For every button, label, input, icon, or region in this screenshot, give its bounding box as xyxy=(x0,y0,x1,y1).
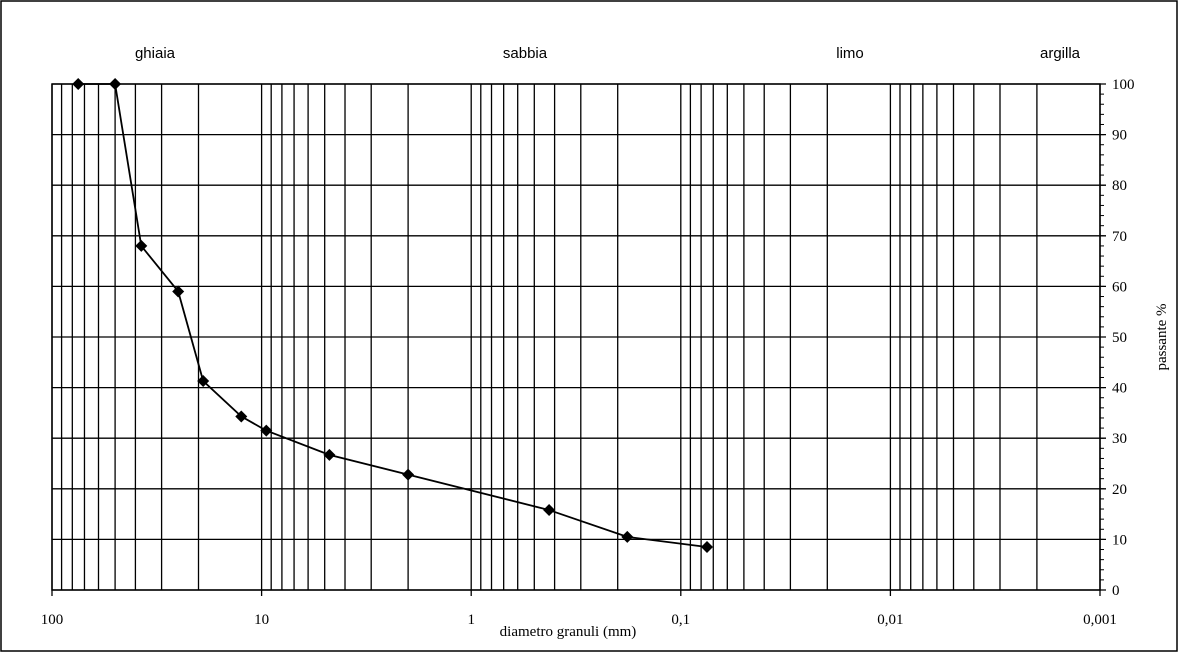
x-axis-title: diametro granuli (mm) xyxy=(500,624,637,640)
data-point xyxy=(109,78,122,90)
y-tick-label: 90 xyxy=(1112,128,1127,144)
y-axis-title: passante % xyxy=(1154,303,1170,370)
y-tick-label: 100 xyxy=(1112,77,1135,93)
zone-label: argilla xyxy=(1040,45,1081,62)
zone-label: sabbia xyxy=(503,45,548,62)
zone-label: limo xyxy=(836,45,864,62)
x-tick-label: 100 xyxy=(41,612,64,628)
plot xyxy=(72,78,713,553)
zone-label: ghiaia xyxy=(135,45,176,62)
y-tick-label: 50 xyxy=(1112,330,1127,346)
data-point xyxy=(260,424,273,437)
x-tick-label: 0,01 xyxy=(877,612,903,628)
x-tick-label: 10 xyxy=(254,612,269,628)
series-line xyxy=(78,83,708,548)
data-point xyxy=(543,504,556,517)
data-point xyxy=(700,540,713,553)
x-tick-label: 0,001 xyxy=(1083,612,1117,628)
y-tick-label: 20 xyxy=(1112,482,1127,498)
grid: 100 10 1 0,1 0,01 0,001 0 10 20 30 40 50 60 70 80 90 100… xyxy=(41,45,1135,628)
x-tick-label: 0,1 xyxy=(671,612,690,628)
x-tick-label: 1 xyxy=(467,612,475,628)
data-point xyxy=(135,239,148,252)
data-point xyxy=(323,448,336,461)
data-point xyxy=(235,410,248,423)
y-tick-label: 30 xyxy=(1112,431,1127,447)
y-tick-label: 40 xyxy=(1112,381,1127,397)
y-tick-label: 0 xyxy=(1112,583,1120,599)
data-point xyxy=(72,78,85,90)
data-point xyxy=(172,285,185,298)
data-point xyxy=(197,375,210,388)
y-tick-label: 60 xyxy=(1112,279,1127,295)
y-tick-label: 80 xyxy=(1112,178,1127,194)
data-point xyxy=(621,530,634,543)
plot-border xyxy=(51,83,1101,591)
data-point xyxy=(402,468,415,481)
y-tick-label: 70 xyxy=(1112,229,1127,245)
y-tick-label: 10 xyxy=(1112,532,1127,548)
